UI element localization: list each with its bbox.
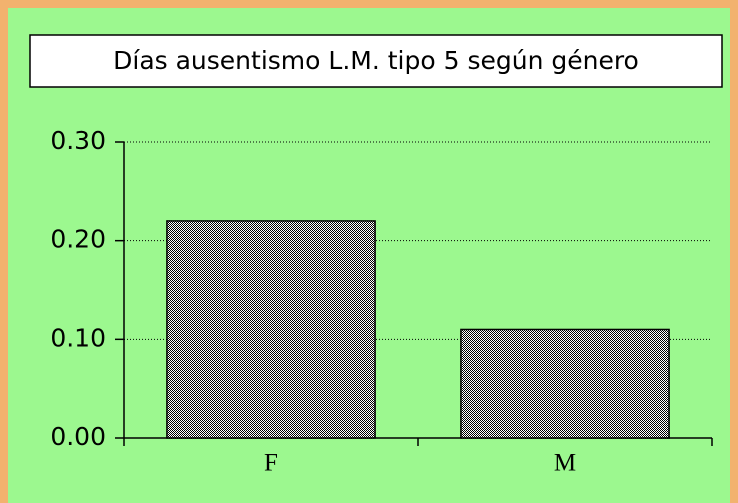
y-tick-label: 0.30	[50, 126, 106, 155]
bar	[460, 328, 670, 439]
bar	[166, 220, 376, 439]
x-tick-label: M	[554, 450, 576, 477]
x-tick-label: F	[264, 450, 278, 477]
chart-title: Días ausentismo L.M. tipo 5 según género	[113, 46, 639, 75]
y-tick-label: 0.10	[50, 323, 106, 352]
title-box	[29, 34, 723, 88]
y-tick-label: 0.20	[50, 225, 106, 254]
y-tick-label: 0.00	[50, 422, 106, 451]
